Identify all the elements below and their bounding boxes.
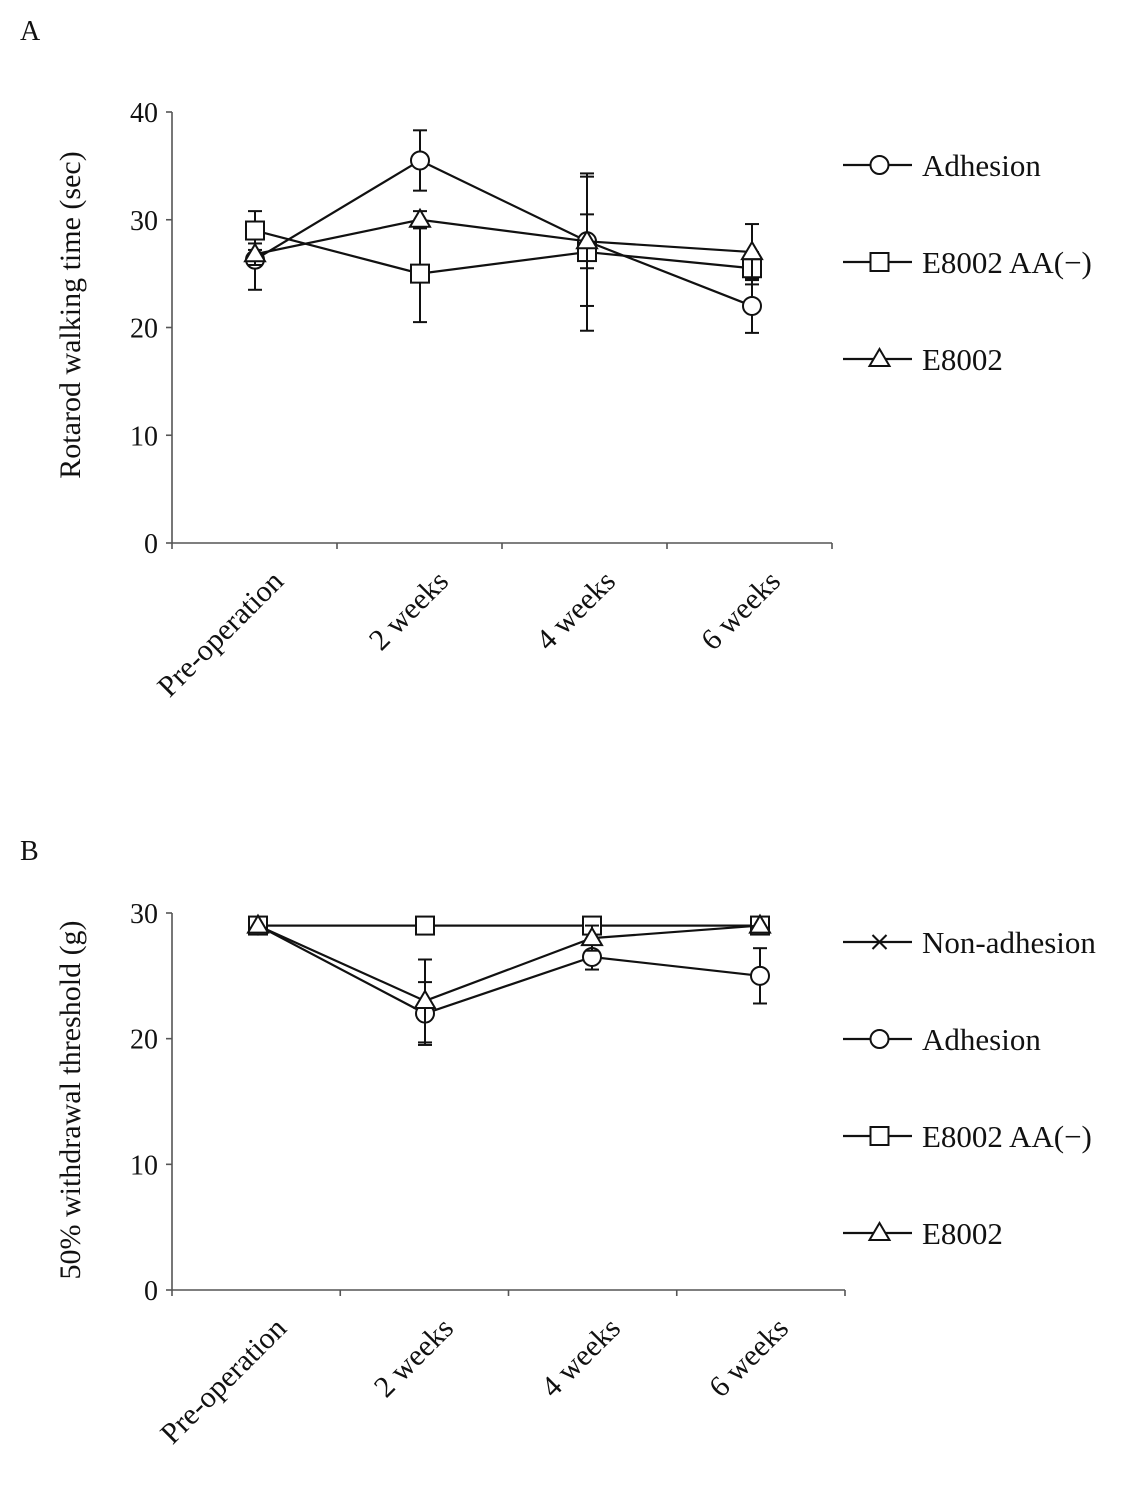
point-b-e8002-aa-1 — [415, 915, 435, 936]
chart-panel-a: A Rotarod walking time (sec) 0 10 20 30 40 Pr… — [20, 16, 1092, 703]
series-line-a-adhesion — [254, 159, 753, 307]
legend-label-a-e8002-aa: E8002 AA(−) — [922, 245, 1092, 280]
legend-label-b-e8002: E8002 — [922, 1216, 1003, 1251]
legend-label-b-adhesion: Adhesion — [922, 1022, 1041, 1057]
legend-marker-a-e8002 — [867, 347, 892, 367]
point-a-e8002-aa-1 — [410, 263, 430, 284]
point-a-e8002-1 — [408, 207, 432, 228]
series-b-e8002-aa — [248, 915, 770, 936]
point-b-e8002-1 — [413, 988, 437, 1009]
x-tick-label-a-6-weeks: 6 weeks — [695, 565, 787, 657]
y-tick-label-b-30: 30 — [130, 899, 158, 930]
legend-entry-a-e8002-aa: E8002 AA(−) — [843, 245, 1092, 280]
point-b-adhesion-3 — [750, 965, 770, 986]
legend-marker-b-e8002 — [867, 1221, 892, 1241]
x-tick-label-a-4-weeks: 4 weeks — [530, 565, 622, 657]
legend-entry-b-adhesion: Adhesion — [843, 1022, 1041, 1057]
point-a-e8002-aa-0 — [245, 220, 265, 241]
marks-a — [243, 129, 764, 334]
series-a-e8002-aa — [245, 172, 762, 332]
legend-entry-b-e8002-aa: E8002 AA(−) — [843, 1119, 1092, 1154]
y-tick-label-a-10: 10 — [130, 421, 158, 452]
x-tick-label-b-pre-operation: Pre-operation — [154, 1312, 293, 1451]
point-a-e8002-3 — [740, 240, 764, 261]
y-axis-label-b: 50% withdrawal threshold (g) — [54, 920, 87, 1279]
legend-marker-a-e8002-aa — [869, 252, 890, 272]
panel-label-b: B — [20, 836, 39, 867]
point-b-e8002-0 — [246, 913, 270, 934]
x-tick-label-b-2-weeks: 2 weeks — [368, 1312, 460, 1404]
series-line-a-e8002 — [254, 218, 753, 256]
axes-b: 0 10 20 30 Pre-operation 2 weeks 4 weeks 6 week… — [130, 899, 846, 1451]
y-tick-label-b-20: 20 — [130, 1025, 158, 1056]
series-line-b-e8002 — [257, 924, 761, 1003]
legend-entry-a-adhesion: Adhesion — [843, 148, 1041, 183]
y-tick-label-a-0: 0 — [144, 529, 158, 560]
y-tick-label-a-40: 40 — [130, 98, 158, 129]
legend-marker-b-adhesion — [869, 1029, 890, 1049]
series-line-a-e8002-aa — [254, 229, 753, 275]
y-tick-label-a-20: 20 — [130, 314, 158, 345]
point-b-e8002-2 — [580, 926, 604, 947]
point-b-e8002-3 — [748, 913, 772, 934]
legend-label-a-e8002: E8002 — [922, 342, 1003, 377]
series-line-b-adhesion — [257, 924, 761, 1015]
legend-entry-a-e8002: E8002 — [843, 342, 1003, 377]
series-b-adhesion — [248, 915, 770, 1046]
legend-entry-b-e8002: E8002 — [843, 1216, 1003, 1251]
x-tick-label-b-6-weeks: 6 weeks — [703, 1312, 795, 1404]
x-tick-label-a-2-weeks: 2 weeks — [363, 565, 455, 657]
series-b-e8002 — [246, 913, 772, 1044]
point-a-e8002-2 — [575, 229, 599, 250]
legend-marker-a-adhesion — [869, 155, 890, 175]
point-a-adhesion-1 — [410, 150, 430, 171]
legend-entry-b-non-adhesion: Non-adhesion — [843, 925, 1096, 960]
legend-label-a-adhesion: Adhesion — [922, 148, 1041, 183]
legend-a: Adhesion E8002 AA(−) E8002 — [843, 148, 1092, 377]
chart-panel-b: B 50% withdrawal threshold (g) 0 10 20 30 Pr… — [20, 836, 1096, 1450]
y-tick-label-a-30: 30 — [130, 206, 158, 237]
x-tick-label-b-4-weeks: 4 weeks — [535, 1312, 627, 1404]
point-a-e8002-0 — [243, 242, 267, 263]
legend-label-b-non-adhesion: Non-adhesion — [922, 925, 1096, 960]
y-tick-label-b-0: 0 — [144, 1276, 158, 1307]
legend-marker-b-non-adhesion — [871, 934, 888, 950]
legend-label-b-e8002-aa: E8002 AA(−) — [922, 1119, 1092, 1154]
legend-marker-b-e8002-aa — [869, 1126, 890, 1146]
series-a-e8002 — [243, 207, 764, 282]
x-tick-label-a-pre-operation: Pre-operation — [151, 565, 290, 704]
y-tick-label-b-10: 10 — [130, 1150, 158, 1181]
point-a-adhesion-3 — [742, 295, 762, 316]
y-axis-label-a: Rotarod walking time (sec) — [54, 151, 87, 478]
legend-b: Non-adhesion Adhesion E8002 AA(−) E8002 — [843, 925, 1096, 1251]
panel-label-a: A — [20, 16, 41, 47]
marks-b — [246, 913, 772, 1046]
